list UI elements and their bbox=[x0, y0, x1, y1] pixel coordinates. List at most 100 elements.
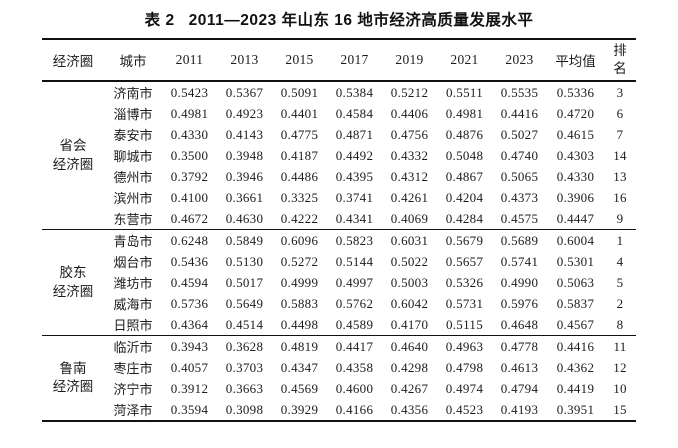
value-cell: 0.5423 bbox=[170, 84, 209, 100]
average-cell: 0.4615 bbox=[556, 126, 595, 142]
average-cell: 0.5837 bbox=[556, 295, 595, 311]
value-cell: 0.4798 bbox=[445, 359, 484, 375]
value-cell: 0.4963 bbox=[437, 335, 492, 357]
value-cell: 0.3943 bbox=[162, 335, 217, 357]
value-cell: 0.3792 bbox=[170, 168, 209, 184]
value-cell: 0.5003 bbox=[390, 274, 429, 290]
value-cell: 0.4640 bbox=[382, 335, 437, 357]
value-cell: 0.4871 bbox=[335, 126, 374, 142]
table-row: 济宁市 0.3912 0.3663 0.4569 0.4600 0.4267 0.4974 0… bbox=[42, 378, 636, 399]
table-row: 泰安市 0.4330 0.4143 0.4775 0.4871 0.4756 0.4876 0… bbox=[42, 124, 636, 145]
value-cell: 0.4401 bbox=[280, 105, 319, 121]
value-cell: 0.5022 bbox=[390, 253, 429, 269]
city-cell: 滨州市 bbox=[113, 191, 153, 206]
average-cell: 0.4567 bbox=[556, 316, 595, 332]
value-cell: 0.4867 bbox=[445, 168, 484, 184]
table-caption: 表 2 2011—2023 年山东 16 地市经济高质量发展水平 bbox=[0, 8, 678, 30]
table-row: 胶东 经济圈 青岛市 0.6248 0.5849 0.6096 0.5823 0.6031 0… bbox=[42, 229, 636, 336]
rank-cell: 2 bbox=[616, 295, 624, 311]
value-cell: 0.4613 bbox=[500, 359, 539, 375]
value-cell: 0.6031 bbox=[382, 229, 437, 251]
col-header-economic-circle: 经济圈 bbox=[42, 39, 104, 82]
value-cell: 0.5027 bbox=[500, 126, 539, 142]
rank-cell: 1 bbox=[604, 229, 636, 251]
table-row: 淄博市 0.4981 0.4923 0.4401 0.4584 0.4406 0.4981 0… bbox=[42, 103, 636, 124]
average-cell: 0.5063 bbox=[556, 274, 595, 290]
value-cell: 0.4648 bbox=[500, 316, 539, 332]
value-cell: 0.4514 bbox=[225, 316, 264, 332]
city-cell: 聊城市 bbox=[113, 149, 153, 164]
value-cell: 0.3500 bbox=[170, 147, 209, 163]
table-row: 聊城市 0.3500 0.3948 0.4187 0.4492 0.4332 0.5048 0… bbox=[42, 145, 636, 166]
value-cell: 0.5384 bbox=[335, 84, 374, 100]
rank-cell: 14 bbox=[613, 147, 627, 163]
average-cell: 0.5336 bbox=[556, 84, 595, 100]
city-cell: 泰安市 bbox=[113, 128, 153, 143]
value-cell: 0.3946 bbox=[225, 168, 264, 184]
value-cell: 0.4143 bbox=[225, 126, 264, 142]
value-cell: 0.3628 bbox=[217, 335, 272, 357]
value-cell: 0.4498 bbox=[280, 316, 319, 332]
rank-cell: 4 bbox=[616, 253, 624, 269]
city-cell: 临沂市 bbox=[104, 335, 162, 357]
value-cell: 0.4999 bbox=[280, 274, 319, 290]
value-cell: 0.4990 bbox=[500, 274, 539, 290]
value-cell: 0.5731 bbox=[445, 295, 484, 311]
value-cell: 0.4356 bbox=[390, 401, 429, 417]
value-cell: 0.3661 bbox=[225, 189, 264, 205]
value-cell: 0.6248 bbox=[162, 229, 217, 251]
value-cell: 0.3098 bbox=[225, 401, 264, 417]
table-row: 德州市 0.3792 0.3946 0.4486 0.4395 0.4312 0.4867 0… bbox=[42, 166, 636, 187]
value-cell: 0.3325 bbox=[280, 189, 319, 205]
value-cell: 0.4416 bbox=[500, 105, 539, 121]
average-cell: 0.3951 bbox=[556, 401, 595, 417]
table-row: 省会 经济圈 济南市 0.5423 0.5367 0.5091 0.5384 0.5212 0… bbox=[42, 81, 636, 172]
col-header-2021: 2021 bbox=[437, 39, 492, 82]
value-cell: 0.3929 bbox=[280, 401, 319, 417]
value-cell: 0.5762 bbox=[335, 295, 374, 311]
value-cell: 0.5272 bbox=[280, 253, 319, 269]
value-cell: 0.4492 bbox=[335, 147, 374, 163]
value-cell: 0.4187 bbox=[280, 147, 319, 163]
value-cell: 0.5144 bbox=[335, 253, 374, 269]
value-cell: 0.4775 bbox=[280, 126, 319, 142]
value-cell: 0.5091 bbox=[280, 84, 319, 100]
value-cell: 0.4193 bbox=[500, 401, 539, 417]
development-level-table: 经济圈 城市 2011 2013 2015 2017 2019 2021 202… bbox=[42, 38, 636, 422]
col-header-rank: 排名 bbox=[604, 39, 636, 82]
value-cell: 0.4330 bbox=[170, 126, 209, 142]
value-cell: 0.5017 bbox=[225, 274, 264, 290]
value-cell: 0.4341 bbox=[335, 210, 374, 226]
value-cell: 0.4778 bbox=[492, 335, 547, 357]
value-cell: 0.5048 bbox=[445, 147, 484, 163]
value-cell: 0.3948 bbox=[225, 147, 264, 163]
value-cell: 0.6042 bbox=[390, 295, 429, 311]
value-cell: 0.4794 bbox=[500, 380, 539, 396]
table-row: 鲁南 经济圈 临沂市 0.3943 0.3628 0.4819 0.4417 0.4640 0… bbox=[42, 335, 636, 421]
city-cell: 淄博市 bbox=[113, 107, 153, 122]
city-cell: 德州市 bbox=[113, 170, 153, 185]
value-cell: 0.4057 bbox=[170, 359, 209, 375]
average-cell: 0.4447 bbox=[556, 210, 595, 226]
value-cell: 0.4584 bbox=[335, 105, 374, 121]
value-cell: 0.6096 bbox=[272, 229, 327, 251]
value-cell: 0.4358 bbox=[335, 359, 374, 375]
rank-cell: 8 bbox=[616, 316, 624, 332]
value-cell: 0.5130 bbox=[225, 253, 264, 269]
rank-cell: 10 bbox=[613, 380, 627, 396]
value-cell: 0.4997 bbox=[335, 274, 374, 290]
average-cell: 0.4416 bbox=[547, 335, 604, 357]
value-cell: 0.4267 bbox=[390, 380, 429, 396]
col-header-city: 城市 bbox=[104, 39, 162, 82]
value-cell: 0.4819 bbox=[272, 335, 327, 357]
table-row: 威海市 0.5736 0.5649 0.5883 0.5762 0.6042 0.5731 0… bbox=[42, 293, 636, 314]
city-cell: 日照市 bbox=[113, 318, 153, 333]
value-cell: 0.5649 bbox=[225, 295, 264, 311]
value-cell: 0.5535 bbox=[500, 84, 539, 100]
table-caption-number: 表 2 bbox=[144, 12, 175, 29]
value-cell: 0.4672 bbox=[170, 210, 209, 226]
col-header-rank-label: 排名 bbox=[613, 43, 627, 76]
city-cell: 潍坊市 bbox=[113, 276, 153, 291]
value-cell: 0.4630 bbox=[225, 210, 264, 226]
